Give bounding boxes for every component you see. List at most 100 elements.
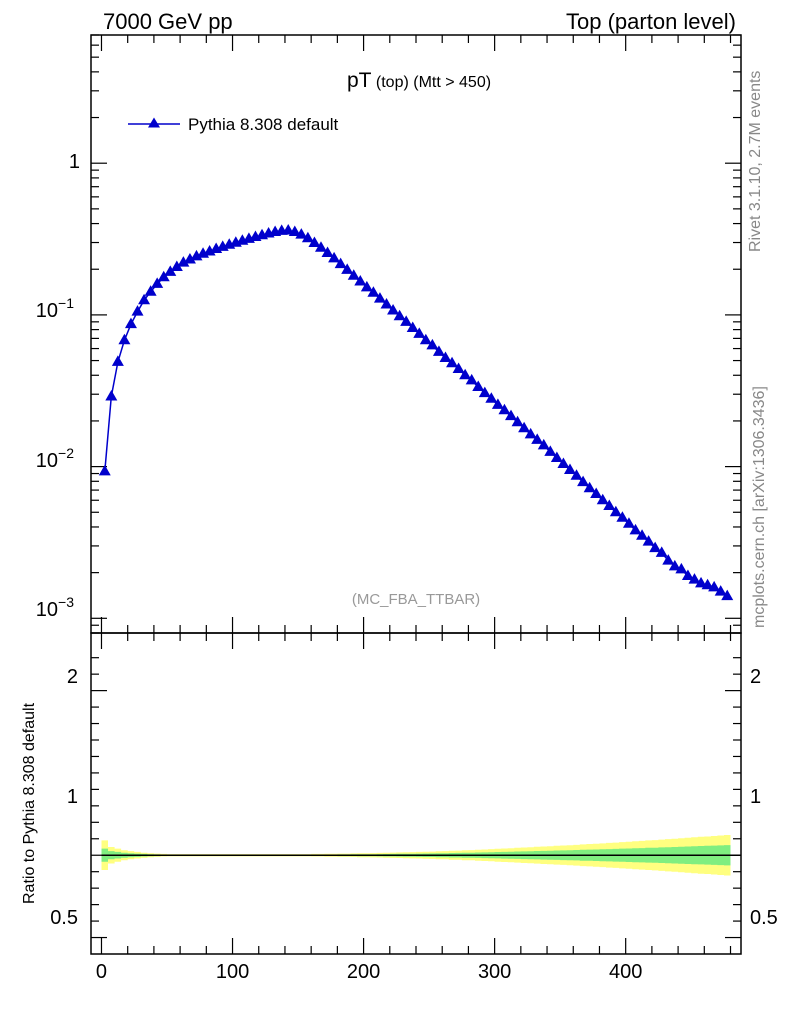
- data-point-marker: [531, 433, 544, 444]
- plot-title: pT (top) (Mtt > 450): [347, 69, 491, 92]
- data-point-marker: [439, 351, 452, 362]
- data-point-marker: [164, 265, 177, 276]
- ratio-tick-label-1: 1: [67, 786, 78, 808]
- data-point-marker: [668, 559, 681, 571]
- data-point-marker: [681, 569, 694, 581]
- y-tick-label-0.001: 10−3: [36, 594, 74, 621]
- data-point-marker: [314, 241, 327, 252]
- data-point-marker: [708, 580, 721, 592]
- series-line-group: [104, 229, 728, 597]
- data-point-marker: [505, 409, 518, 421]
- data-point-marker: [498, 403, 511, 415]
- data-point-marker: [301, 231, 314, 243]
- ratio-panel-ticks: [91, 633, 741, 954]
- data-point-marker: [557, 457, 570, 469]
- data-point-marker: [380, 298, 393, 309]
- rivet-version-label: Rivet 3.1.10, 2.7M events: [747, 71, 764, 252]
- x-tick-label-300: 300: [478, 961, 511, 983]
- data-point-marker: [583, 481, 596, 493]
- data-point-marker: [485, 392, 498, 403]
- data-point-marker: [419, 333, 432, 345]
- data-point-marker: [118, 333, 131, 345]
- header-left-label: 7000 GeV pp: [103, 9, 233, 34]
- data-point-marker: [491, 398, 504, 409]
- ratio-panel-frame: [90, 632, 742, 955]
- data-point-marker: [550, 451, 563, 462]
- data-point-marker: [465, 373, 478, 385]
- data-point-marker: [334, 257, 347, 269]
- data-point-marker: [170, 260, 183, 271]
- data-point-marker: [472, 380, 485, 391]
- ratio-tick-label-2: 2: [67, 666, 78, 688]
- data-point-marker: [393, 309, 406, 321]
- data-point-marker: [413, 327, 426, 338]
- x-tick-label-400: 400: [609, 961, 642, 983]
- data-point-marker: [688, 573, 701, 584]
- data-point-marker: [478, 386, 491, 398]
- data-point-marker: [321, 246, 334, 257]
- data-point-marker: [636, 529, 649, 540]
- data-point-marker: [387, 303, 400, 315]
- data-point-marker: [655, 546, 668, 557]
- data-point-marker: [406, 321, 419, 332]
- data-point-marker: [347, 269, 360, 280]
- y-tick-label-1: 1: [69, 151, 80, 173]
- data-point-marker: [603, 499, 616, 510]
- data-point-marker: [446, 356, 459, 368]
- source-label: mcplots.cern.ch [arXiv:1306.3436]: [751, 386, 768, 628]
- ratio-tick-label-0.5: 0.5: [50, 907, 78, 929]
- data-point-marker: [570, 469, 583, 480]
- data-point-marker: [616, 511, 629, 522]
- data-point-marker: [288, 225, 301, 236]
- data-point-marker: [328, 251, 341, 263]
- data-point-marker: [373, 292, 386, 303]
- data-point-marker: [400, 315, 413, 326]
- data-point-marker: [98, 464, 111, 476]
- analysis-watermark: (MC_FBA_TTBAR): [352, 591, 480, 608]
- data-point-marker: [629, 523, 642, 535]
- data-point-marker: [459, 368, 472, 380]
- x-tick-label-100: 100: [216, 961, 249, 983]
- data-point-marker: [111, 355, 124, 366]
- data-point-marker: [642, 535, 655, 546]
- data-point-marker: [675, 562, 688, 574]
- data-point-marker: [190, 249, 203, 261]
- series-line-pythia: [104, 229, 728, 597]
- data-point-marker: [622, 517, 635, 528]
- data-point-marker: [714, 585, 727, 596]
- data-point-marker: [563, 463, 576, 474]
- data-point-marker: [177, 256, 190, 267]
- ratio-y-axis-label: Ratio to Pythia 8.308 default: [21, 702, 38, 904]
- data-point-marker: [367, 286, 380, 297]
- main-panel-y-tick-labels: 1 10−1 10−2 10−3: [36, 151, 80, 621]
- data-point-marker: [157, 270, 170, 282]
- data-point-marker: [537, 438, 550, 450]
- data-point-marker: [721, 589, 734, 601]
- data-point-marker: [518, 421, 531, 433]
- data-point-marker: [144, 285, 157, 296]
- data-point-marker: [609, 505, 622, 517]
- data-point-marker: [138, 293, 151, 305]
- data-point-marker: [590, 487, 603, 498]
- data-point-marker: [124, 317, 137, 329]
- header-right-label: Top (parton level): [566, 9, 736, 34]
- data-point-marker: [183, 252, 196, 264]
- data-point-marker: [295, 228, 308, 239]
- data-point-marker: [511, 415, 524, 427]
- data-point-marker: [151, 277, 164, 288]
- data-point-marker: [577, 475, 590, 487]
- legend-label: Pythia 8.308 default: [188, 115, 339, 134]
- y-tick-label-0.1: 10−1: [36, 295, 74, 322]
- data-point-marker: [426, 338, 439, 350]
- data-point-marker: [524, 427, 537, 439]
- data-point-marker: [354, 275, 367, 286]
- ratio-right-tick-label-1: 1: [750, 786, 761, 808]
- data-point-marker: [695, 576, 708, 588]
- data-point-marker: [662, 554, 675, 565]
- data-point-marker: [131, 305, 144, 316]
- series-markers-group: [98, 224, 734, 601]
- x-tick-label-200: 200: [347, 961, 380, 983]
- data-point-marker: [105, 389, 118, 401]
- data-point-marker: [432, 345, 445, 356]
- main-panel-ticks: [91, 34, 741, 634]
